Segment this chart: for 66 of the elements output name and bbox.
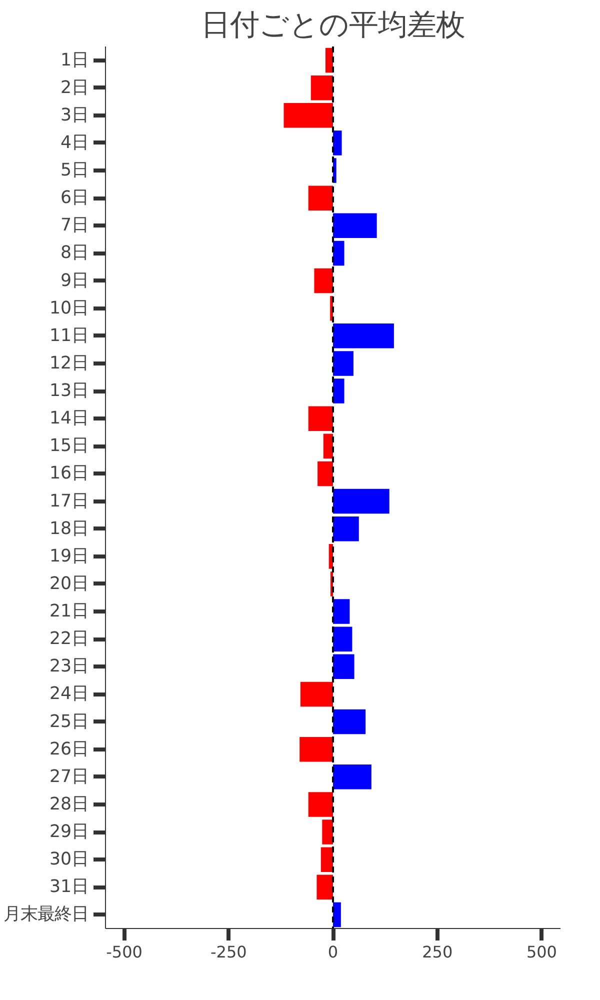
bar [333, 626, 352, 652]
x-tick-label: -500 [106, 942, 142, 962]
bar [316, 874, 333, 900]
bar [325, 48, 333, 73]
y-tick-label: 2日 [60, 78, 89, 98]
y-tick-label: 24日 [49, 684, 89, 704]
y-tick-label: 11日 [49, 326, 89, 346]
y-tick-label: 31日 [49, 877, 89, 898]
bar [333, 654, 354, 680]
bar [333, 240, 344, 266]
x-tick-label: 250 [422, 942, 453, 962]
bar [310, 75, 333, 100]
bar [308, 792, 333, 817]
bar [300, 682, 333, 707]
y-tick-label: 22日 [49, 629, 89, 650]
y-tick-label: 15日 [49, 436, 89, 456]
x-tick-label: -250 [210, 942, 247, 962]
y-tick-label: 30日 [49, 850, 89, 870]
y-tick-label: 9日 [60, 270, 89, 291]
x-tick-label: 500 [526, 942, 557, 962]
bar [333, 516, 359, 542]
bar [333, 213, 377, 238]
bar [308, 406, 333, 431]
y-tick-label: 26日 [49, 739, 89, 760]
y-tick-label: 28日 [49, 794, 89, 814]
y-tick-label: 16日 [49, 464, 89, 484]
y-tick-label: 13日 [49, 381, 89, 402]
bar [314, 268, 333, 294]
bar [333, 709, 366, 734]
bar [333, 488, 390, 514]
bar [333, 130, 342, 156]
y-tick-label: 14日 [49, 408, 89, 429]
y-tick-label: 3日 [60, 105, 89, 126]
bar [333, 764, 372, 790]
bar [333, 324, 394, 348]
bar [320, 847, 333, 872]
y-tick-label: 21日 [49, 602, 89, 622]
y-tick-label: 8日 [60, 243, 89, 264]
bar [323, 434, 333, 459]
y-tick-label: 23日 [49, 656, 89, 677]
y-tick-label: 18日 [49, 518, 89, 539]
bar [284, 103, 333, 128]
y-tick-label: 月末最終日 [4, 904, 88, 925]
y-tick-label: 19日 [49, 546, 89, 566]
bar [333, 378, 344, 404]
y-tick-label: 29日 [49, 822, 89, 842]
chart-title: 日付ごとの平均差枚 [201, 8, 465, 42]
y-tick-label: 20日 [49, 574, 89, 594]
y-tick-label: 27日 [49, 766, 89, 787]
bar [333, 351, 354, 376]
x-tick-label: 0 [328, 942, 338, 962]
y-tick-label: 12日 [49, 353, 89, 374]
bar [333, 902, 341, 928]
bar [322, 820, 333, 844]
y-tick-label: 25日 [49, 712, 89, 732]
y-tick-label: 7日 [60, 216, 89, 236]
y-tick-label: 10日 [49, 298, 89, 318]
y-tick-label: 17日 [49, 491, 89, 512]
y-tick-label: 1日 [60, 50, 89, 70]
bar [308, 186, 333, 210]
y-tick-label: 5日 [60, 160, 89, 181]
bar [333, 599, 350, 624]
y-tick-label: 6日 [60, 188, 89, 208]
y-tick-label: 4日 [60, 132, 89, 153]
bar [300, 736, 333, 762]
bar [318, 461, 333, 486]
